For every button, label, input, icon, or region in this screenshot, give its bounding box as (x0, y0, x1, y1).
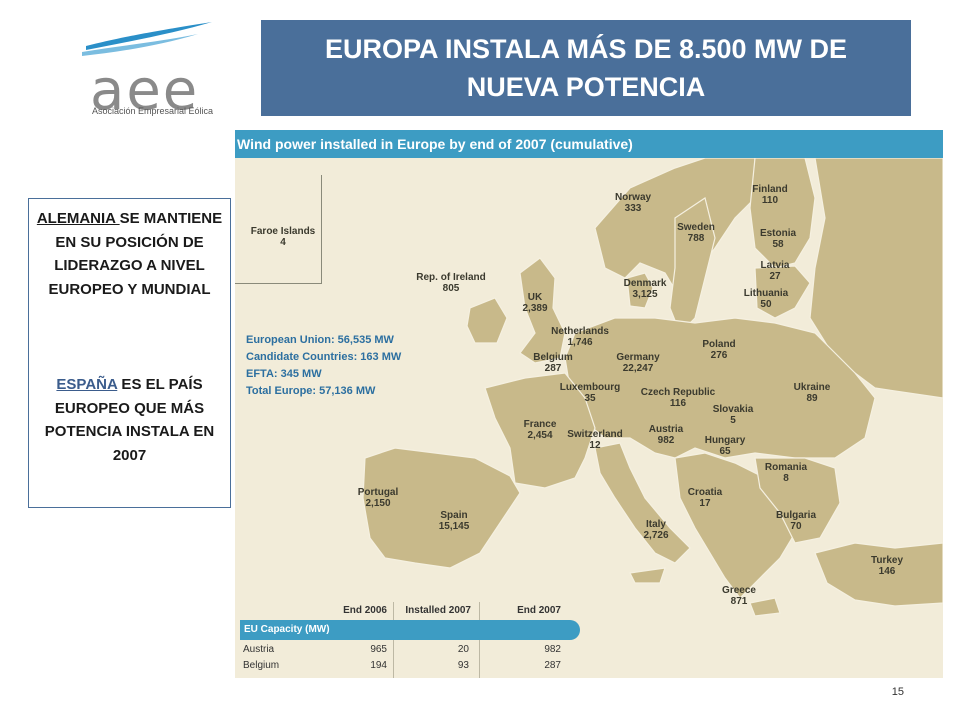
faroe-inset (235, 175, 322, 284)
row-installed-2007: 93 (457, 660, 469, 671)
highlight-callout: ALEMANIA SE MANTIENE EN SU POSICIÓN DE L… (28, 198, 231, 508)
row-installed-2007: 20 (457, 644, 469, 655)
logo-subtitle: Asociación Empresarial Eólica (92, 106, 214, 116)
map-header: Wind power installed in Europe by end of… (235, 130, 943, 158)
country-label: Czech Republic 116 (640, 387, 716, 409)
country-label: Poland 276 (702, 339, 736, 361)
country-label: Spain 15,145 (438, 510, 470, 532)
totals-legend: European Union: 56,535 MW Candidate Coun… (246, 332, 401, 400)
country-label: Finland 110 (752, 184, 788, 206)
country-label: Ukraine 89 (793, 382, 831, 404)
row-end-2006: 194 (370, 660, 387, 671)
europe-wind-map: Wind power installed in Europe by end of… (235, 130, 943, 678)
country-label: Luxembourg 35 (559, 382, 621, 404)
total-efta: EFTA: 345 MW (246, 368, 322, 380)
callout-germany-text: SE MANTIENE EN SU POSICIÓN DE LIDERAZGO … (48, 210, 223, 298)
country-label: Sweden 788 (677, 222, 715, 244)
table-header: End 2006 Installed 2007 End 2007 (235, 602, 580, 619)
total-candidates: Candidate Countries: 163 MW (246, 351, 402, 363)
country-label: Denmark 3,125 (623, 278, 667, 300)
table-row: Belgium 194 93 287 (235, 658, 580, 674)
row-country: Belgium (243, 660, 280, 671)
country-label: Croatia 17 (687, 487, 723, 509)
row-end-2007: 982 (544, 644, 561, 655)
title-banner: EUROPA INSTALA MÁS DE 8.500 MW DE NUEVA … (261, 20, 911, 116)
callout-spain: ESPAÑA ES EL PAÍS EUROPEO QUE MÁS POTENC… (29, 373, 230, 467)
col-end-2007: End 2007 (517, 605, 561, 616)
wind-swoosh-icon (82, 22, 212, 56)
table-divider (479, 602, 480, 678)
map-land-shapes (362, 158, 943, 617)
country-label: Germany 22,247 (616, 352, 660, 374)
country-label: Turkey 146 (870, 555, 904, 577)
country-label: Bulgaria 70 (775, 510, 817, 532)
callout-spain-name: ESPAÑA (56, 376, 118, 393)
country-label: Lithuania 50 (743, 288, 789, 310)
country-label: Latvia 27 (760, 260, 790, 282)
total-europe: Total Europe: 57,136 MW (246, 385, 376, 397)
country-label: Romania 8 (764, 462, 808, 484)
callout-germany: ALEMANIA SE MANTIENE EN SU POSICIÓN DE L… (29, 207, 230, 301)
row-end-2007: 287 (544, 660, 561, 671)
table-divider (393, 602, 394, 678)
country-label: Netherlands 1,746 (551, 326, 609, 348)
country-label: Slovakia 5 (712, 404, 754, 426)
country-label: Rep. of Ireland 805 (416, 272, 486, 294)
table-row: Austria 965 20 982 (235, 642, 580, 658)
country-label: Hungary 65 (704, 435, 746, 457)
country-label: France 2,454 (523, 419, 557, 441)
country-label: Estonia 58 (759, 228, 797, 250)
country-label: Belgium 287 (533, 352, 573, 374)
total-eu: European Union: 56,535 MW (246, 334, 394, 346)
country-label: Italy 2,726 (643, 519, 669, 541)
country-label: Austria 982 (648, 424, 684, 446)
logo-wordmark: aee (90, 58, 200, 123)
table-section-bar: EU Capacity (MW) (240, 620, 580, 640)
col-installed-2007: Installed 2007 (405, 605, 471, 616)
aee-logo: aee Asociación Empresarial Eólica (78, 18, 238, 123)
country-label: Greece 871 (722, 585, 756, 607)
row-country: Austria (243, 644, 275, 655)
country-label: Switzerland 12 (567, 429, 623, 451)
page-title: EUROPA INSTALA MÁS DE 8.500 MW DE NUEVA … (324, 34, 848, 102)
country-label: Norway 333 (614, 192, 652, 214)
page-number: 15 (891, 686, 904, 698)
callout-spain-text: ES EL PAÍS EUROPEO QUE MÁS POTENCIA INST… (44, 376, 215, 464)
country-label: Portugal 2,150 (357, 487, 399, 509)
country-label: UK 2,389 (522, 292, 548, 314)
country-label: Faroe Islands 4 (250, 226, 316, 248)
callout-germany-name: ALEMANIA (36, 210, 120, 227)
col-end-2006: End 2006 (343, 605, 387, 616)
row-end-2006: 965 (370, 644, 387, 655)
